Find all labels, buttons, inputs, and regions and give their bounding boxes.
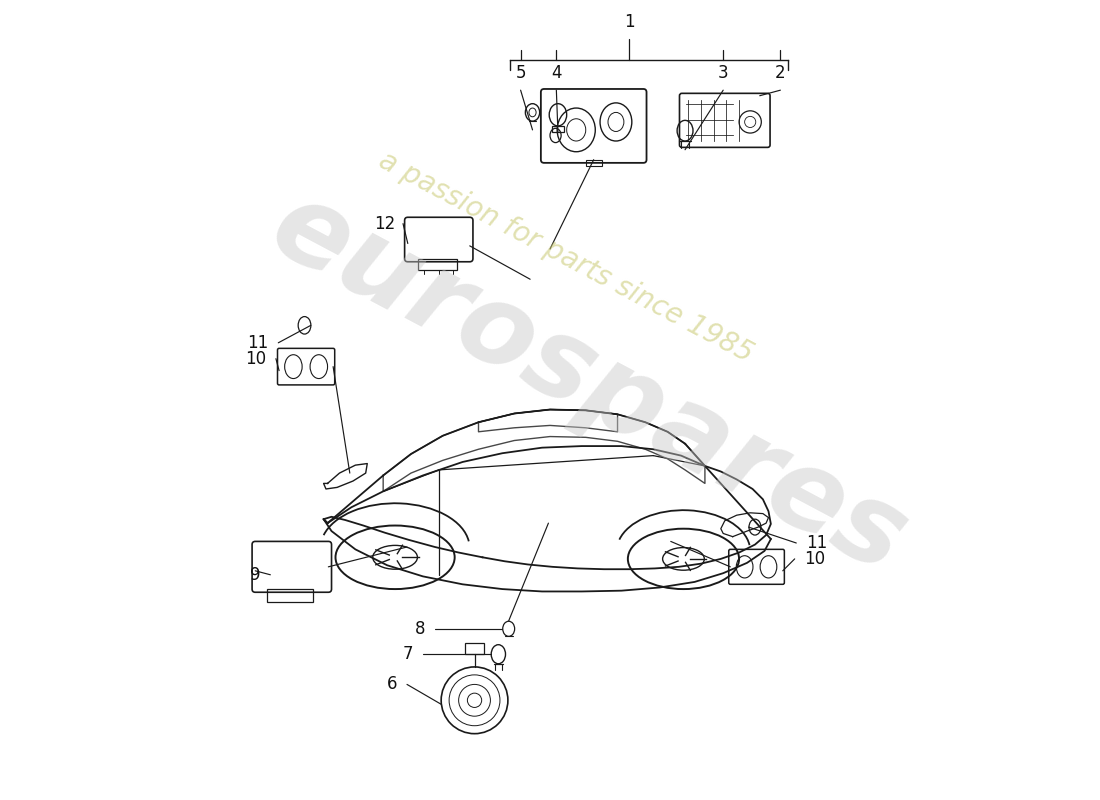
Text: 7: 7 xyxy=(403,646,414,663)
Text: 8: 8 xyxy=(415,620,426,638)
Text: 12: 12 xyxy=(374,214,395,233)
Text: 1: 1 xyxy=(624,13,635,30)
Bar xyxy=(418,258,456,270)
Text: a passion for parts since 1985: a passion for parts since 1985 xyxy=(374,146,758,368)
Text: 10: 10 xyxy=(804,550,825,568)
Text: 4: 4 xyxy=(551,64,562,82)
Bar xyxy=(267,589,312,602)
Text: eurospares: eurospares xyxy=(254,172,925,596)
Bar xyxy=(465,643,484,654)
Bar xyxy=(586,160,602,166)
Text: 11: 11 xyxy=(248,334,268,352)
Text: 9: 9 xyxy=(251,566,261,584)
Text: 6: 6 xyxy=(387,675,397,694)
Text: 5: 5 xyxy=(516,64,526,82)
Bar xyxy=(552,126,563,132)
Text: 2: 2 xyxy=(776,64,785,82)
Text: 11: 11 xyxy=(806,534,827,552)
Text: 3: 3 xyxy=(718,64,728,82)
Text: 10: 10 xyxy=(245,350,266,368)
